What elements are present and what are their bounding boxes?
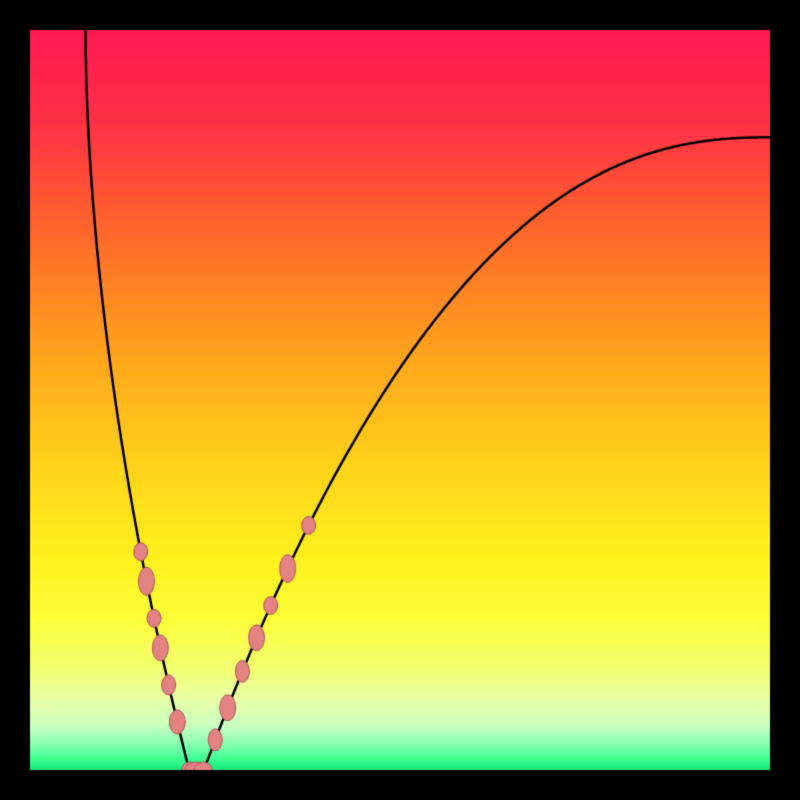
bottleneck-chart-canvas: [0, 0, 800, 800]
chart-root: TheBottlenecker.com: [0, 0, 800, 800]
